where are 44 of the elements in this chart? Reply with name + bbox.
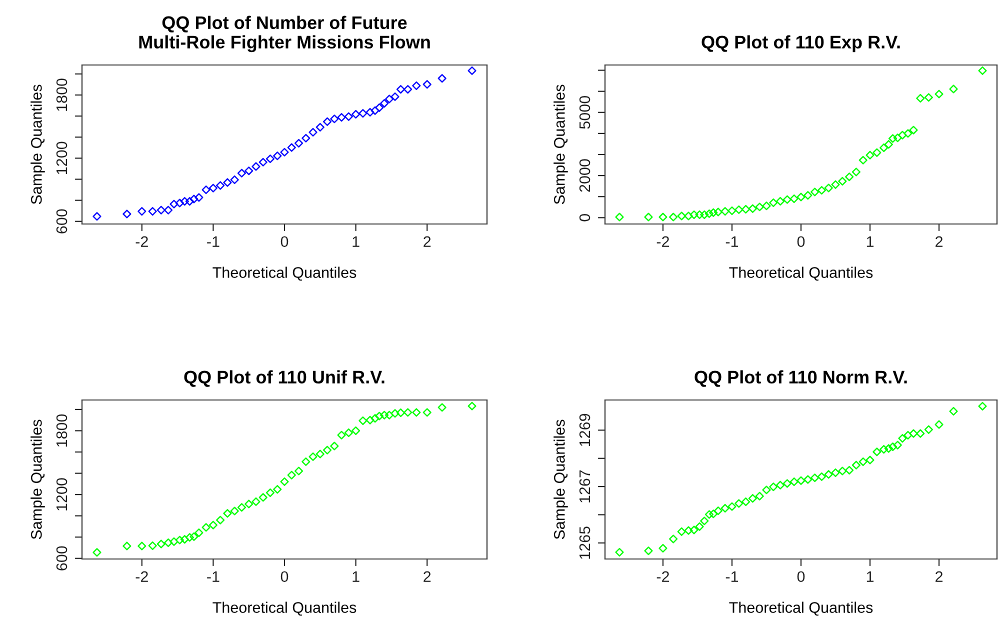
y-tick-label: 600 [56, 546, 68, 570]
y-tick-label: 1200 [56, 478, 68, 510]
x-tick-label: 2 [936, 571, 943, 582]
x-axis-title: Theoretical Quantiles [729, 602, 873, 616]
y-tick-label: 0 [579, 214, 590, 222]
x-tick-label: -2 [656, 571, 669, 582]
x-tick-label: -2 [136, 236, 148, 247]
y-tick-label: 5000 [579, 96, 590, 129]
y-axis-title: Sample Quantiles [554, 420, 568, 540]
chart-title: QQ Plot of 110 Unif R.V. [184, 370, 384, 387]
x-tick-label: 0 [280, 236, 288, 248]
chart-title: QQ Plot of 110 Norm R.V. [694, 370, 907, 387]
x-tick-label: -1 [726, 571, 738, 582]
x-tick-label: -1 [207, 236, 220, 247]
x-tick-label: 2 [424, 571, 431, 582]
x-tick-label: -1 [207, 571, 220, 582]
x-tick-label: -2 [656, 236, 669, 247]
y-tick-label: 1800 [56, 414, 68, 447]
x-tick-label: 0 [797, 571, 805, 582]
y-tick-label: 2000 [579, 159, 590, 192]
x-tick-label: -2 [136, 571, 148, 582]
x-tick-label: 1 [352, 236, 360, 247]
y-tick-label: 1267 [579, 470, 590, 502]
y-tick-label: 600 [56, 209, 68, 234]
x-tick-label: 0 [797, 236, 805, 248]
y-tick-label: 1200 [56, 142, 68, 174]
y-axis-title: Sample Quantiles [30, 84, 45, 204]
y-tick-label: 1269 [579, 414, 590, 446]
chart-title: QQ Plot of 110 Exp R.V. [702, 35, 900, 52]
y-axis-title: Sample Quantiles [554, 84, 568, 204]
x-axis-title: Theoretical Quantiles [212, 602, 356, 616]
y-tick-label: 1265 [579, 526, 590, 559]
x-tick-label: 2 [424, 236, 431, 247]
x-axis-title: Theoretical Quantiles [212, 266, 356, 281]
chart-title: QQ Plot of Number of Future Multi-Role Fighter Missions Flown [139, 16, 430, 52]
x-tick-label: 0 [280, 571, 288, 582]
x-tick-label: 1 [866, 236, 874, 247]
x-tick-label: 2 [936, 236, 943, 247]
x-axis-title: Theoretical Quantiles [729, 266, 873, 281]
x-tick-label: 1 [866, 571, 874, 582]
y-tick-label: 1800 [56, 78, 68, 111]
x-tick-label: 1 [352, 571, 360, 582]
y-axis-title: Sample Quantiles [30, 420, 45, 540]
x-tick-label: -1 [726, 236, 738, 247]
